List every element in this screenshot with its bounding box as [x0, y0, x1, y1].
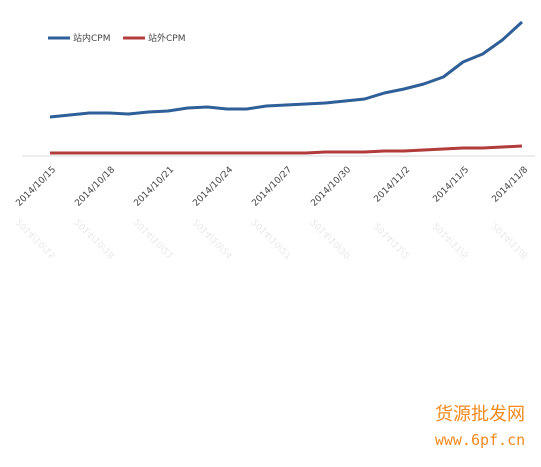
- x-tick-label: 2014/11/2: [372, 165, 412, 205]
- x-tick-label: 2014/10/18: [73, 165, 117, 209]
- x-tick-label: 2014/10/15: [14, 165, 58, 209]
- x-tick-label-reflection: 2014/10/21: [132, 216, 176, 260]
- x-tick-label-reflection: 2014/10/15: [14, 216, 58, 260]
- x-tick-label: 2014/10/21: [132, 165, 176, 209]
- x-tick-label: 2014/10/30: [309, 165, 353, 209]
- x-tick-label-reflection: 2014/10/30: [309, 216, 353, 260]
- x-tick-label-reflection: 2014/10/27: [250, 216, 294, 260]
- x-tick-label-reflection: 2014/11/8: [490, 220, 530, 260]
- x-tick-label-reflection: 2014/10/18: [73, 216, 117, 260]
- legend-label: 站外CPM: [148, 32, 185, 44]
- x-tick-label: 2014/11/5: [431, 165, 471, 205]
- series-line: [50, 144, 523, 155]
- watermark-name: 货源批发网: [435, 404, 525, 425]
- legend-label: 站内CPM: [73, 32, 110, 44]
- series-line: [49, 20, 524, 119]
- x-tick-label: 2014/10/27: [250, 165, 294, 209]
- watermark-url: www.6pf.cn: [435, 431, 525, 449]
- x-tick-label-reflection: 2014/10/24: [191, 216, 235, 260]
- x-tick-label: 2014/10/24: [191, 165, 235, 209]
- x-tick-label-reflection: 2014/11/2: [372, 220, 412, 260]
- x-tick-label-reflection: 2014/11/5: [431, 220, 471, 260]
- x-tick-label: 2014/11/8: [490, 165, 530, 205]
